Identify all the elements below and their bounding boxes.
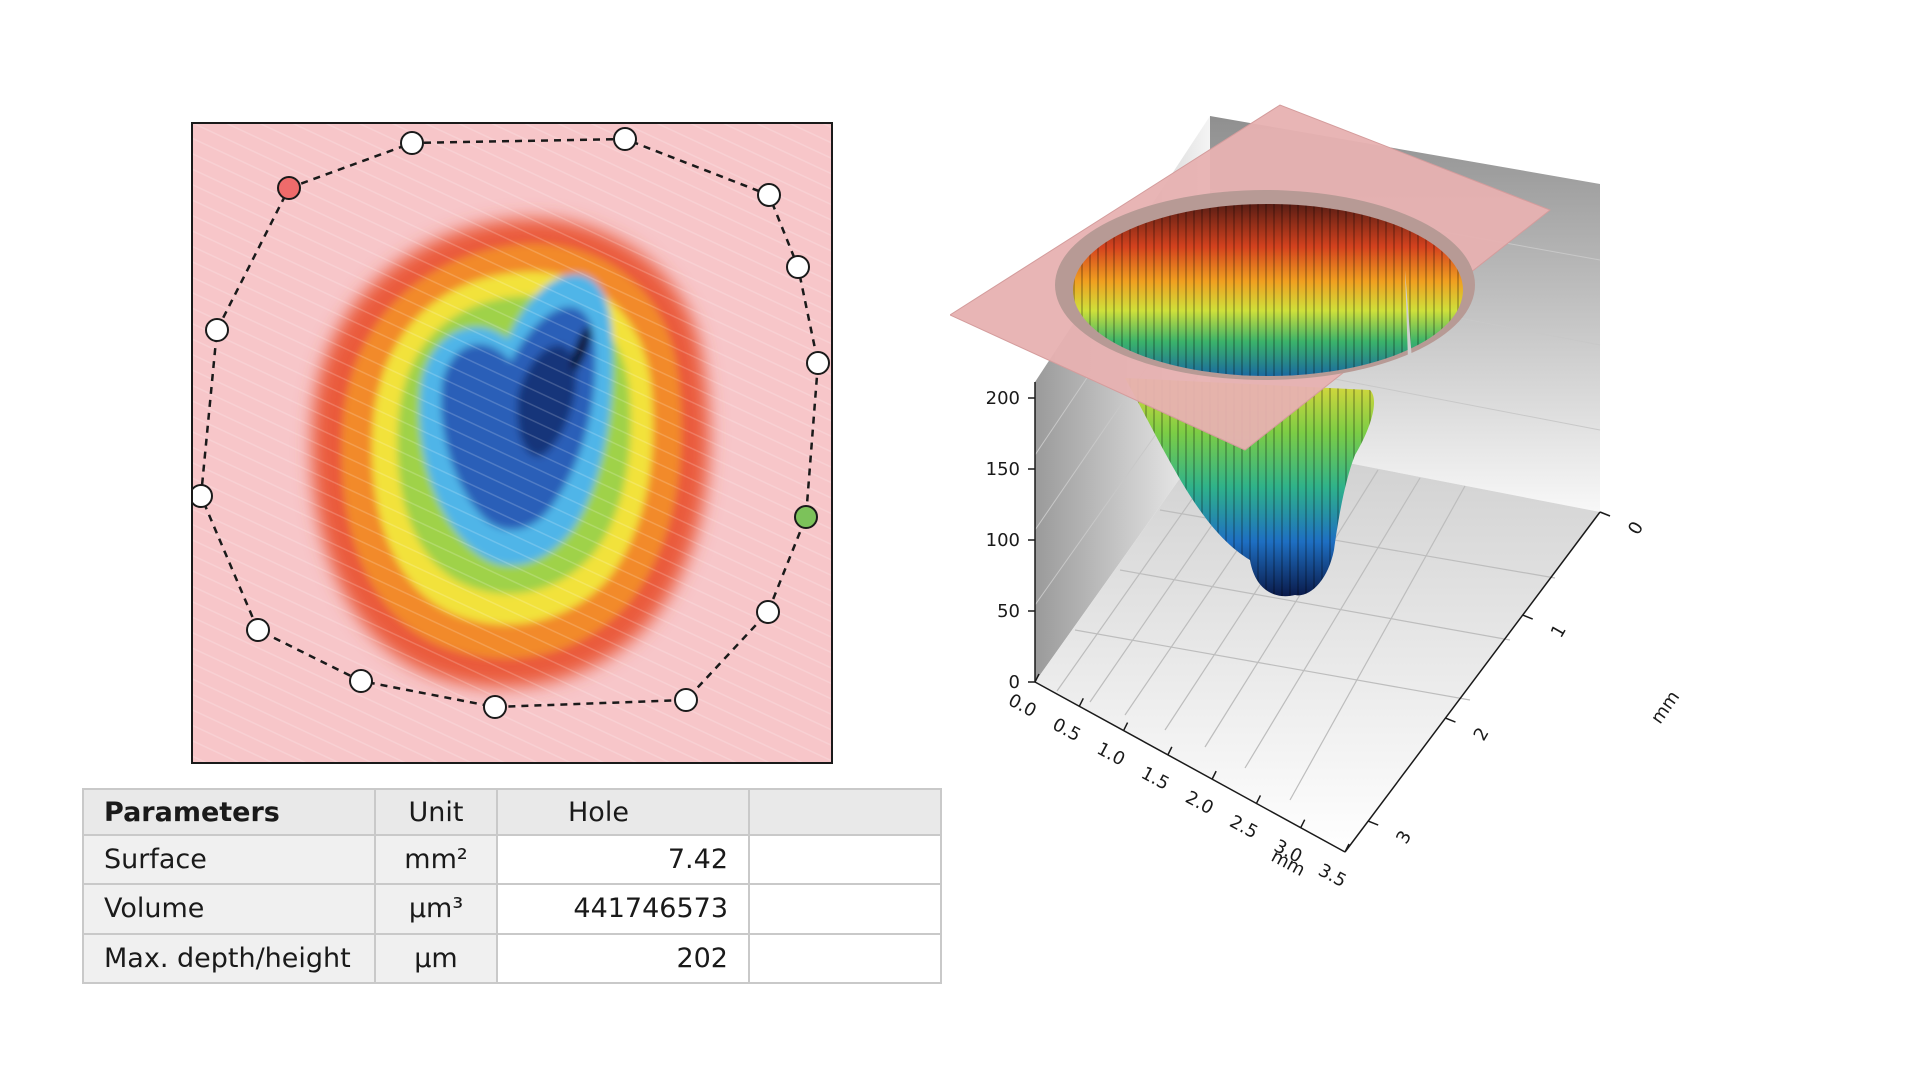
z-tick-label: 0 (1009, 672, 1020, 693)
y-tick-mark (1522, 614, 1534, 620)
header-empty (748, 788, 942, 836)
y-tick-mark (1599, 511, 1611, 517)
height-map-svg (193, 124, 831, 762)
handle-13 (193, 484, 213, 508)
handle-8 (756, 600, 780, 624)
row-unit: µm (374, 932, 498, 985)
y-tick-mark (1367, 820, 1379, 826)
x-tick-label: 1.0 (1093, 738, 1128, 770)
header-hole: Hole (496, 788, 750, 836)
row-empty (748, 932, 942, 985)
x-tick-label: 2.0 (1182, 787, 1217, 819)
x-tick-mark (1122, 722, 1129, 731)
x-tick-mark (1300, 819, 1306, 829)
z-tick-label: 150 (986, 459, 1020, 480)
y-tick-label: 3 (1392, 827, 1416, 847)
table-row: Volume µm³ 441746573 (82, 883, 942, 935)
floor (1035, 436, 1600, 852)
z-tick-label: 100 (986, 530, 1020, 551)
row-unit: mm² (374, 833, 498, 886)
selection-handles (193, 127, 830, 719)
row-unit: µm³ (374, 883, 498, 935)
x-tick-mark (1078, 697, 1084, 707)
height-map-panel[interactable] (191, 122, 833, 764)
header-unit: Unit (374, 788, 498, 836)
selection-outline (199, 137, 820, 709)
handle-11 (349, 669, 373, 693)
y-axis (1344, 511, 1601, 853)
x-axis (1034, 681, 1346, 853)
handle-6 (806, 351, 830, 375)
z-tick-label: 200 (986, 388, 1020, 409)
x-tick-label: 1.5 (1138, 763, 1173, 795)
x-tick-mark (1344, 843, 1350, 853)
z-tick-labels: 0 50 100 150 200 (986, 388, 1035, 693)
handle-7 (794, 505, 818, 529)
handle-10 (483, 695, 507, 719)
handle-14 (205, 318, 229, 342)
row-name: Volume (82, 883, 376, 935)
x-tick-label: 2.5 (1226, 811, 1261, 843)
row-value: 7.42 (496, 833, 750, 886)
table-row: Surface mm² 7.42 (82, 833, 942, 886)
x-tick-mark (1211, 770, 1217, 780)
row-name: Max. depth/height (82, 932, 376, 985)
y-axis-label: mm (1647, 687, 1684, 728)
row-name: Surface (82, 833, 376, 886)
handle-9 (674, 688, 698, 712)
surface-spike (1405, 270, 1412, 360)
row-empty (748, 833, 942, 886)
row-value: 202 (496, 932, 750, 985)
x-tick-mark (1034, 673, 1040, 683)
x-tick-label: 0.0 (1005, 690, 1040, 722)
x-tick-mark (1167, 746, 1173, 756)
row-value: 441746573 (496, 883, 750, 935)
y-tick-label: 1 (1547, 621, 1571, 641)
parameters-table: Parameters Unit Hole Surface mm² 7.42 Vo… (82, 788, 942, 985)
header-parameters: Parameters (82, 788, 376, 836)
y-tick-mark (1445, 717, 1456, 723)
streak-texture (193, 124, 831, 762)
handle-1 (277, 176, 301, 200)
z-tick-label: 50 (997, 601, 1020, 622)
handle-12 (246, 618, 270, 642)
y-tick-label: 2 (1470, 724, 1494, 744)
handle-2 (400, 131, 424, 155)
handle-4 (757, 183, 781, 207)
x-tick-label: 0.5 (1049, 714, 1084, 746)
y-tick-label: 0 (1624, 518, 1648, 538)
handle-3 (613, 127, 637, 151)
x-tick-label: 3.5 (1315, 860, 1350, 892)
table-header-row: Parameters Unit Hole (82, 788, 942, 836)
table-row: Max. depth/height µm 202 (82, 932, 942, 985)
handle-5 (786, 255, 810, 279)
row-empty (748, 883, 942, 935)
x-tick-mark (1255, 795, 1262, 804)
